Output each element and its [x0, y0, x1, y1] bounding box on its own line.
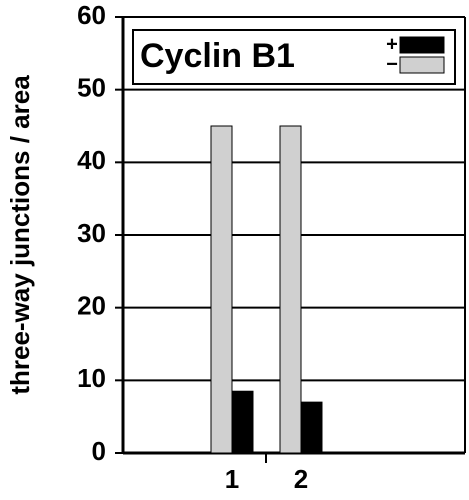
bar	[300, 401, 323, 454]
y-tick-label: 60	[77, 0, 106, 30]
legend-swatch	[399, 56, 445, 74]
x-tick-label: 1	[225, 464, 239, 494]
legend-label: +	[386, 33, 398, 55]
bar	[279, 125, 302, 454]
y-tick-label: 0	[92, 436, 106, 466]
y-axis-label: three-way junctions / area	[5, 75, 35, 395]
y-tick-label: 20	[77, 291, 106, 321]
bar	[210, 125, 233, 454]
legend-swatch	[399, 36, 445, 54]
y-tick-label: 40	[77, 145, 106, 175]
y-tick-label: 50	[77, 73, 106, 103]
x-tick-label: 2	[294, 464, 308, 494]
y-tick-label: 30	[77, 218, 106, 248]
legend-title: Cyclin B1	[140, 37, 295, 75]
bar	[231, 390, 254, 454]
legend-label: −	[386, 53, 398, 75]
y-tick-label: 10	[77, 363, 106, 393]
